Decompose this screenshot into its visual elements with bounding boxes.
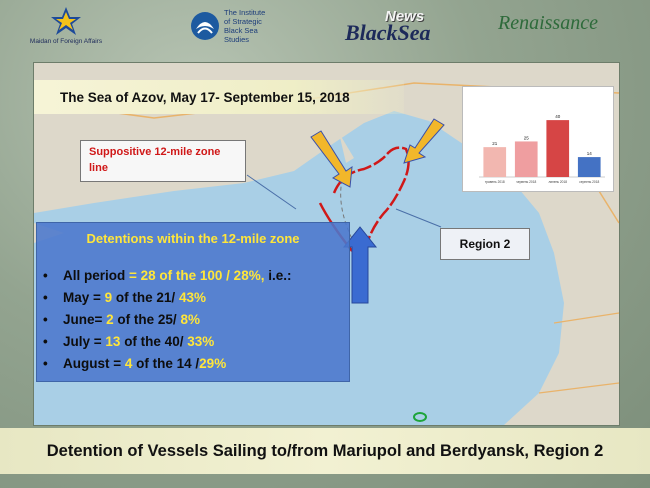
yellow-arrow-right-icon <box>403 118 445 164</box>
port-marker-icon <box>413 412 427 422</box>
monthly-detentions-chart: 21 травень 2018 25 червень 2018 40 липень 201… <box>462 86 614 192</box>
list-item: • August = 4 of the 14 /29% <box>43 356 227 371</box>
list-item: • June= 2 of the 25/ 8% <box>43 312 200 327</box>
chart-bar <box>514 141 538 177</box>
chart-data-label: 40 <box>555 114 561 119</box>
chart-data-label: 25 <box>524 135 530 140</box>
mfa-logo: Maidan of Foreign Affairs <box>26 6 106 45</box>
chart-svg: 21 травень 2018 25 червень 2018 40 липень 201… <box>479 114 605 184</box>
blacksea-word: BlackSea <box>345 20 431 45</box>
chart-bar <box>483 147 507 177</box>
mfa-star-icon <box>51 7 81 35</box>
slide-title: The Sea of Azov, May 17- September 15, 2… <box>60 89 350 105</box>
chart-category-label: травень 2018 <box>485 180 505 184</box>
chart-category-label: серпень 2018 <box>579 180 599 184</box>
renaissance-word: Renaissance <box>498 12 598 34</box>
region-label: Region 2 <box>440 228 530 260</box>
yellow-arrow-left-icon <box>310 130 353 188</box>
mfa-logo-label: Maidan of Foreign Affairs <box>29 38 103 45</box>
zone-line-note: Suppositive 12-mile zone line <box>80 140 246 182</box>
list-item: • July = 13 of the 40/ 33% <box>43 334 215 349</box>
blue-arrow-up-icon <box>342 226 378 304</box>
logo-bar: Maidan of Foreign Affairs The Institute … <box>0 0 650 60</box>
chart-category-label: липень 2018 <box>548 180 567 184</box>
detentions-title: Detentions within the 12-mile zone <box>86 231 300 246</box>
chart-data-label: 21 <box>492 141 498 146</box>
iss-logo: The Institute of Strategic Black Sea Stu… <box>190 8 296 44</box>
chart-bar <box>546 120 570 177</box>
iss-logo-label: The Institute of Strategic Black Sea Stu… <box>224 8 266 44</box>
iss-wave-icon <box>191 12 219 40</box>
chart-data-label: 14 <box>587 151 593 156</box>
news-word: News <box>385 8 425 25</box>
blacksea-news-logo: News BlackSea <box>345 6 445 54</box>
detentions-panel: Detentions within the 12-mile zone • All … <box>36 222 350 382</box>
chart-bar <box>577 157 601 177</box>
chart-category-label: червень 2018 <box>516 180 536 184</box>
list-item: • All period = 28 of the 100 / 28%, i.e.: <box>43 268 292 283</box>
slide-title-box: The Sea of Azov, May 17- September 15, 2… <box>34 80 404 114</box>
footer-title: Detention of Vessels Sailing to/from Mar… <box>46 441 604 460</box>
footer-bar: Detention of Vessels Sailing to/from Mar… <box>0 428 650 474</box>
renaissance-logo: Renaissance <box>498 12 598 35</box>
detentions-list: • All period = 28 of the 100 / 28%, i.e.:… <box>43 265 291 375</box>
list-item: • May = 9 of the 21/ 43% <box>43 290 206 305</box>
